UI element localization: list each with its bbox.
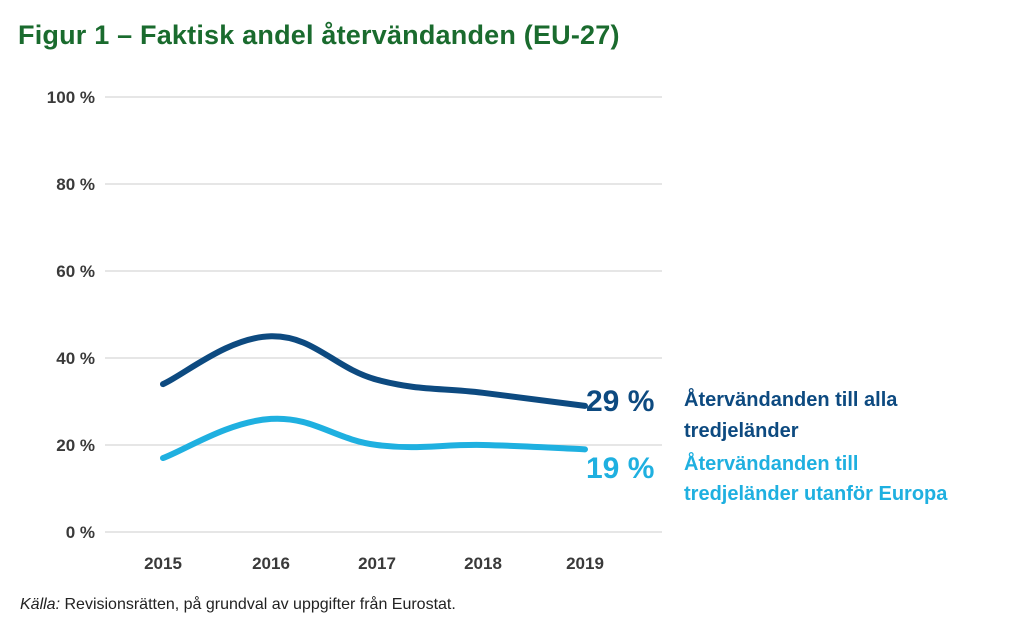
x-tick-label: 2018 <box>464 554 502 573</box>
x-tick-label: 2016 <box>252 554 290 573</box>
y-tick-label: 60 % <box>56 262 95 281</box>
y-tick-label: 40 % <box>56 349 95 368</box>
x-tick-label: 2015 <box>144 554 182 573</box>
legend-label: tredjeländer utanför Europa <box>684 483 948 505</box>
legend-label: Återvändanden till <box>684 451 858 475</box>
source-text: Revisionsrätten, på grundval av uppgifte… <box>64 596 456 613</box>
series-line <box>160 333 588 409</box>
y-tick-label: 100 % <box>47 88 95 107</box>
source-label: Källa: <box>20 596 61 613</box>
y-tick-label: 80 % <box>56 175 95 194</box>
chart-title: Figur 1 – Faktisk andel återvändanden (E… <box>18 20 620 50</box>
x-tick-label: 2017 <box>358 554 396 573</box>
legend-label: Återvändanden till alla <box>684 387 898 411</box>
end-value-label: 19 % <box>586 452 654 485</box>
series-line <box>160 415 588 462</box>
x-tick-label: 2019 <box>566 554 604 573</box>
y-tick-label: 0 % <box>66 523 95 542</box>
y-tick-label: 20 % <box>56 436 95 455</box>
legend-label: tredjeländer <box>684 420 799 442</box>
source-note: Källa: Revisionsrätten, på grundval av u… <box>20 596 456 614</box>
end-value-label: 29 % <box>586 385 654 418</box>
